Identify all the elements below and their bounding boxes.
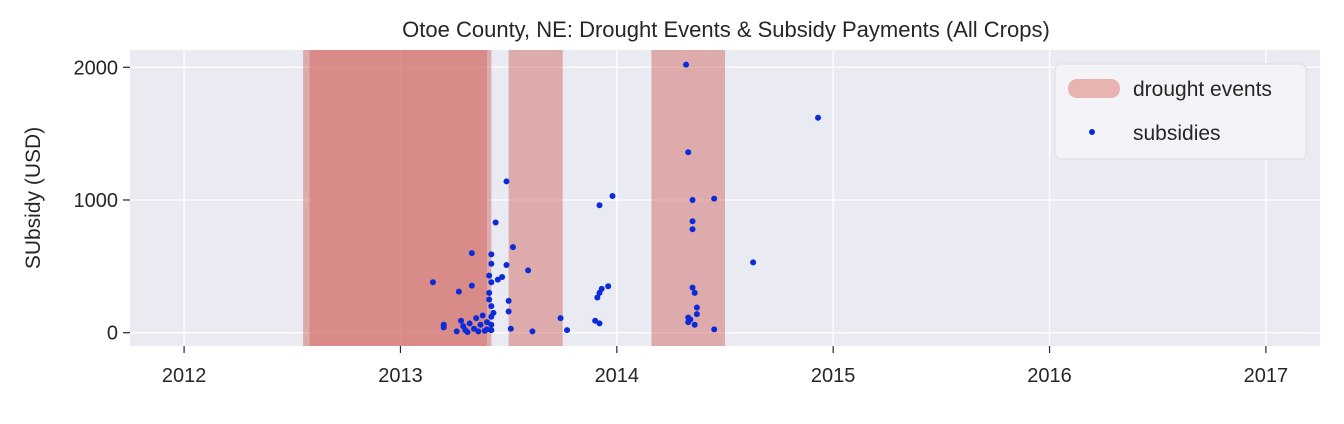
subsidy-point — [486, 272, 493, 279]
subsidy-point — [455, 288, 462, 295]
subsidy-point — [689, 196, 696, 203]
subsidy-point — [605, 283, 612, 290]
subsidy-point — [471, 325, 478, 332]
subsidy-point — [503, 262, 510, 269]
subsidy-point — [691, 289, 698, 296]
subsidy-point — [529, 328, 536, 335]
subsidy-point — [693, 304, 700, 311]
subsidy-point — [689, 284, 696, 291]
subsidy-point — [509, 244, 516, 251]
subsidy-point — [468, 250, 475, 257]
subsidy-point — [486, 296, 493, 303]
subsidy-point — [525, 267, 532, 274]
subsidy-point — [596, 202, 603, 209]
y-axis-label: SUbsidy (USD) — [22, 127, 45, 269]
subsidy-point — [503, 178, 510, 185]
subsidy-point — [505, 297, 512, 304]
legend: drought events subsidies — [1054, 63, 1307, 160]
subsidy-point — [488, 260, 495, 267]
subsidy-point — [689, 218, 696, 225]
y-tick-label: 1000 — [74, 190, 119, 212]
subsidy-point — [488, 303, 495, 310]
y-axis-ticks: 0 1000 2000 — [74, 57, 130, 345]
drought-events-layer — [303, 50, 725, 346]
chart-title: Otoe County, NE: Drought Events & Subsid… — [402, 17, 1050, 42]
subsidy-point — [468, 282, 475, 289]
subsidy-point — [598, 285, 605, 292]
subsidy-point — [564, 327, 571, 334]
subsidy-point — [609, 193, 616, 200]
subsidy-point — [687, 316, 694, 323]
subsidy-point — [488, 251, 495, 258]
subsidy-point — [464, 329, 471, 336]
x-tick-label: 2012 — [162, 365, 207, 387]
subsidy-point — [473, 315, 480, 322]
subsidy-point — [466, 320, 473, 327]
subsidy-point — [693, 311, 700, 318]
subsidy-point — [711, 326, 718, 333]
x-tick-label: 2016 — [1027, 365, 1072, 387]
drought-event-band — [309, 50, 487, 346]
subsidy-point — [458, 317, 465, 324]
subsidy-point — [477, 321, 484, 328]
subsidy-point — [815, 114, 822, 121]
subsidy-point — [594, 294, 601, 301]
x-axis-ticks: 2012 2013 2014 2015 2016 2017 — [162, 346, 1288, 387]
y-tick-label: 2000 — [74, 57, 119, 79]
subsidy-point — [499, 273, 506, 280]
subsidy-point — [488, 279, 495, 286]
subsidy-point — [507, 325, 514, 332]
subsidy-point — [484, 319, 490, 326]
subsidy-point — [479, 312, 486, 319]
subsidy-point — [429, 279, 436, 286]
subsidy-point — [711, 195, 718, 202]
legend-drought-swatch — [1068, 79, 1120, 98]
legend-subsidies-label: subsidies — [1133, 122, 1221, 145]
subsidy-point — [492, 219, 499, 226]
subsidy-point — [691, 321, 698, 328]
subsidy-point — [488, 321, 495, 328]
subsidy-point — [683, 61, 690, 68]
subsidy-point — [488, 327, 495, 334]
y-tick-label: 0 — [107, 323, 118, 345]
subsidy-points-layer — [429, 61, 822, 336]
subsidy-point — [596, 320, 603, 327]
subsidy-point — [750, 259, 757, 266]
subsidy-point — [685, 149, 692, 156]
subsidy-point — [505, 308, 512, 315]
x-tick-label: 2015 — [811, 365, 856, 387]
legend-drought-label: drought events — [1133, 78, 1272, 101]
x-tick-label: 2017 — [1244, 365, 1289, 387]
subsidy-point — [557, 315, 564, 322]
subsidy-point — [475, 328, 482, 335]
x-tick-label: 2014 — [595, 365, 640, 387]
x-tick-label: 2013 — [378, 365, 423, 387]
subsidy-point — [494, 276, 501, 283]
legend-subsidies-marker — [1089, 129, 1095, 135]
subsidy-point — [486, 289, 493, 296]
subsidy-point — [440, 324, 447, 331]
drought-event-band — [508, 50, 563, 346]
subsidy-point — [689, 226, 696, 233]
subsidy-point — [453, 328, 460, 335]
subsidy-point — [490, 309, 497, 316]
subsidy-point — [592, 317, 599, 324]
